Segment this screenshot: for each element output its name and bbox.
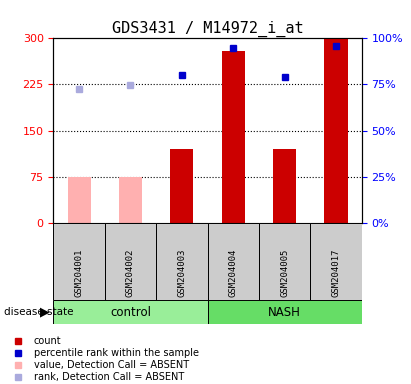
Text: GSM204001: GSM204001 (75, 249, 83, 297)
Text: value, Detection Call = ABSENT: value, Detection Call = ABSENT (34, 360, 189, 370)
Bar (119, 177, 142, 223)
Text: NASH: NASH (268, 306, 301, 318)
Text: GSM204002: GSM204002 (126, 249, 135, 297)
Text: GSM204004: GSM204004 (229, 249, 238, 297)
Text: GSM204005: GSM204005 (280, 249, 289, 297)
Bar (156, 223, 208, 300)
Text: GSM204003: GSM204003 (178, 249, 186, 297)
Bar (53, 223, 105, 300)
Bar (259, 223, 310, 300)
Bar (208, 300, 362, 324)
Bar (310, 223, 362, 300)
Bar (170, 149, 194, 223)
Bar (208, 223, 259, 300)
Bar (222, 51, 245, 223)
Text: percentile rank within the sample: percentile rank within the sample (34, 348, 199, 358)
Bar (67, 177, 91, 223)
Text: disease state: disease state (4, 307, 74, 317)
Text: ▶: ▶ (39, 306, 49, 318)
Bar (324, 38, 348, 223)
Text: count: count (34, 336, 62, 346)
Text: control: control (110, 306, 151, 318)
Text: rank, Detection Call = ABSENT: rank, Detection Call = ABSENT (34, 372, 184, 382)
Bar (53, 300, 208, 324)
Title: GDS3431 / M14972_i_at: GDS3431 / M14972_i_at (112, 21, 303, 37)
Text: GSM204017: GSM204017 (332, 249, 340, 297)
Bar (105, 223, 156, 300)
Bar (273, 149, 296, 223)
